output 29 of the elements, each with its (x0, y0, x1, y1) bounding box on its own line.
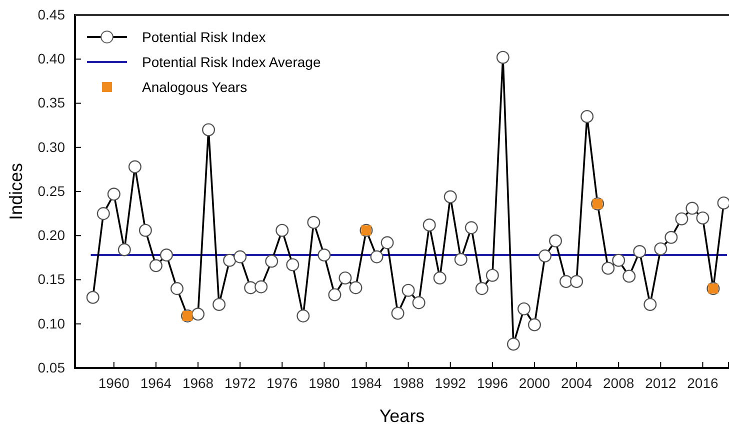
legend-label: Analogous Years (142, 78, 248, 95)
legend-label: Potential Risk Index (142, 28, 266, 45)
x-tick-label: 2016 (687, 374, 718, 391)
x-tick-label: 1980 (308, 374, 340, 391)
y-tick-label: 0.20 (38, 227, 66, 244)
x-tick-label: 2012 (645, 374, 676, 391)
y-tick-label: 0.35 (38, 94, 66, 111)
y-tick-label: 0.15 (38, 271, 66, 288)
y-tick-label: 0.45 (38, 6, 66, 22)
y-tick-label: 0.05 (38, 359, 66, 376)
legend-label: Potential Risk Index Average (142, 54, 321, 70)
x-tick-label: 1992 (434, 374, 466, 391)
x-tick-label: 1960 (98, 374, 130, 391)
y-tick-label: 0.25 (38, 182, 66, 199)
y-axis-title: Indices (6, 162, 26, 220)
y-tick-label: 0.30 (38, 138, 66, 155)
x-tick-label: 1964 (140, 374, 172, 391)
x-tick-label: 1996 (476, 374, 508, 391)
x-tick-label: 1972 (224, 374, 256, 391)
x-tick-label: 1984 (350, 374, 382, 391)
x-tick-label: 1988 (392, 374, 424, 391)
x-tick-label: 1968 (182, 374, 214, 391)
x-tick-label: 2004 (560, 374, 592, 391)
x-axis-title: Years (379, 406, 425, 426)
x-tick-label: 2008 (603, 374, 634, 391)
y-tick-label: 0.40 (38, 50, 66, 67)
x-tick-label: 2000 (518, 374, 550, 391)
x-tick-label: 1976 (266, 374, 298, 391)
y-tick-label: 0.10 (38, 315, 66, 332)
